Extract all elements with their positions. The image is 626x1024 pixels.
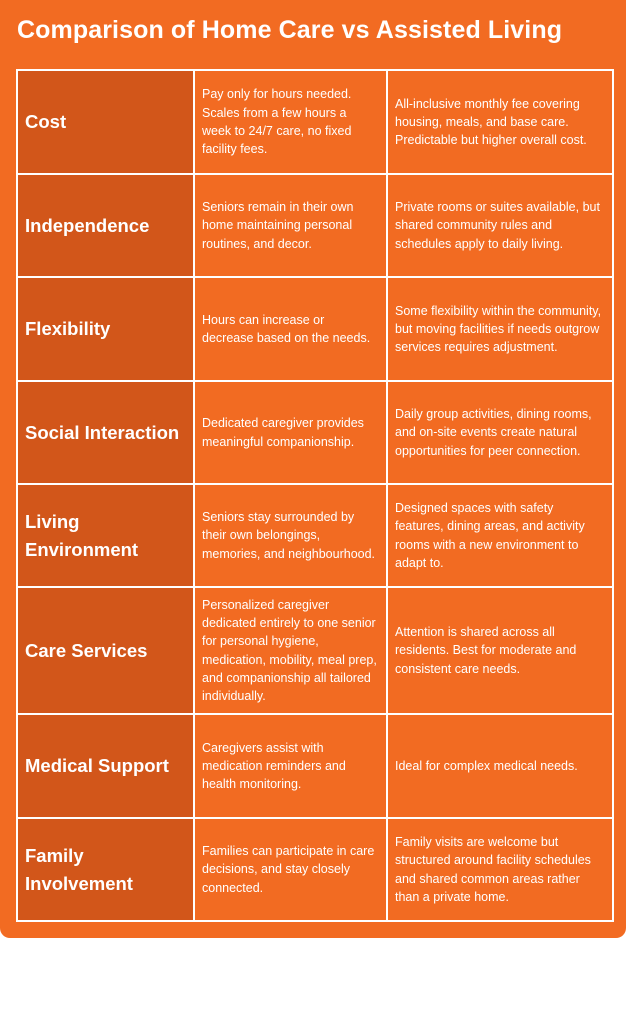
table-row: Social Interaction Dedicated caregiver pr… <box>16 380 614 485</box>
card: Comparison of Home Care vs Assisted Livi… <box>0 0 626 938</box>
row-label: Cost <box>16 69 195 175</box>
table-row: Family Involvement Families can participa… <box>16 817 614 922</box>
table-cell: Ideal for complex medical needs. <box>386 713 614 819</box>
row-label: Flexibility <box>16 276 195 382</box>
table-cell: Dedicated caregiver provides meaningful … <box>193 380 388 485</box>
row-label: Living Environment <box>16 483 195 588</box>
table-cell: Caregivers assist with medication remind… <box>193 713 388 819</box>
table-row: Care Services Personalized caregiver dedi… <box>16 586 614 715</box>
table-cell: Daily group activities, dining rooms, an… <box>386 380 614 485</box>
table-cell: Private rooms or suites available, but s… <box>386 173 614 278</box>
table-row: Cost Pay only for hours needed. Scales fr… <box>16 69 614 175</box>
table-cell: Designed spaces with safety features, di… <box>386 483 614 588</box>
table-cell: Some flexibility within the community, b… <box>386 276 614 382</box>
table-row: Independence Seniors remain in their own … <box>16 173 614 278</box>
row-label: Care Services <box>16 586 195 715</box>
title: Comparison of Home Care vs Assisted Livi… <box>17 16 563 44</box>
table-cell: Families can participate in care decisio… <box>193 817 388 922</box>
table-cell: Seniors stay surrounded by their own bel… <box>193 483 388 588</box>
table-cell: Hours can increase or decrease based on … <box>193 276 388 382</box>
table-cell: Attention is shared across all residents… <box>386 586 614 715</box>
row-label: Medical Support <box>16 713 195 819</box>
table-row: Medical Support Caregivers assist with me… <box>16 713 614 819</box>
row-label: Independence <box>16 173 195 278</box>
table-cell: Family visits are welcome but structured… <box>386 817 614 922</box>
table-row: Flexibility Hours can increase or decreas… <box>16 276 614 382</box>
row-label: Family Involvement <box>16 817 195 922</box>
table-cell: Pay only for hours needed. Scales from a… <box>193 69 388 175</box>
table-row: Living Environment Seniors stay surrounde… <box>16 483 614 588</box>
table-cell: All-inclusive monthly fee covering housi… <box>386 69 614 175</box>
table-cell: Personalized caregiver dedicated entirel… <box>193 586 388 715</box>
row-label: Social Interaction <box>16 380 195 485</box>
table-cell: Seniors remain in their own home maintai… <box>193 173 388 278</box>
comparison-table: Cost Pay only for hours needed. Scales fr… <box>16 69 614 922</box>
